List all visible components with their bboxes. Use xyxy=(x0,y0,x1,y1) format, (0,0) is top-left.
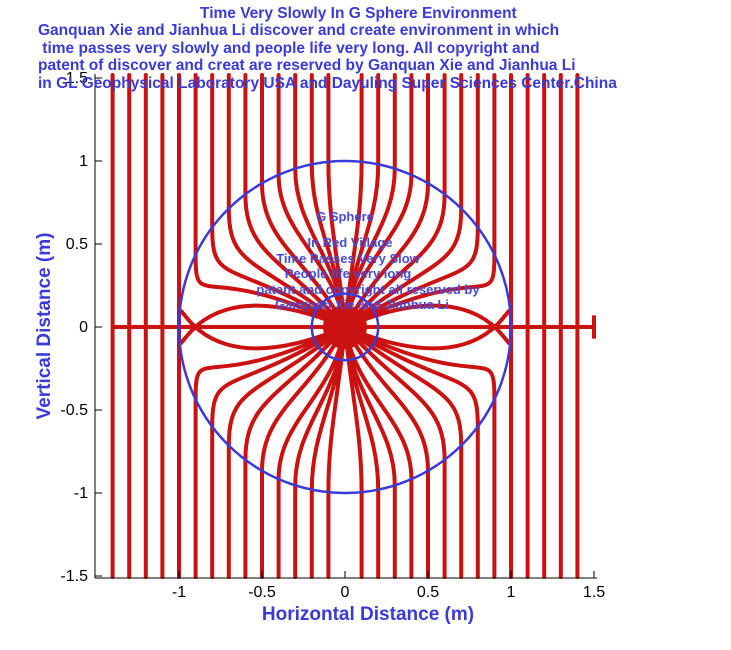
g-sphere-circle xyxy=(177,159,513,495)
red-village-core xyxy=(323,305,367,349)
chart-title: Time Very Slowly In G Sphere Environment xyxy=(200,5,517,22)
sphere-annotation: In Red Village xyxy=(307,235,392,250)
field-line xyxy=(343,73,497,329)
sphere-annotation: People life very long xyxy=(285,266,411,281)
y-tick-label: 1.5 xyxy=(66,70,88,87)
plot-area: -1 -0.5 0 0.5 1 1.5 -1.5 -1 -0.5 0 0.5 1 1.5 G Spher… xyxy=(60,70,605,601)
field-line xyxy=(210,73,347,329)
field-line xyxy=(343,73,414,329)
header-line-2: Ganquan Xie and Jianhua Li discover and … xyxy=(38,22,560,39)
x-axis-title: Horizontal Distance (m) xyxy=(262,604,474,625)
y-tick-label: 1 xyxy=(79,153,88,170)
field-line xyxy=(276,73,347,329)
field-line xyxy=(343,325,464,579)
field-line xyxy=(343,325,397,579)
x-tick-label: 0.5 xyxy=(417,584,439,601)
y-tick-label: 0 xyxy=(79,319,88,336)
y-tick-label: -1 xyxy=(74,485,88,502)
field-line xyxy=(226,73,347,329)
field-line xyxy=(326,325,347,579)
field-line xyxy=(343,73,397,329)
x-tick-label: -1 xyxy=(172,584,186,601)
sphere-annotation: Ganquan Xie and Jianhua Li xyxy=(275,297,449,312)
field-line xyxy=(193,73,347,329)
field-line xyxy=(276,325,347,579)
x-tick-label: 1.5 xyxy=(583,584,605,601)
y-axis-title: Vertical Distance (m) xyxy=(34,233,55,420)
field-line xyxy=(343,73,464,329)
x-tick-label: 0 xyxy=(341,584,350,601)
field-line xyxy=(226,325,347,579)
x-tick-label: -0.5 xyxy=(248,584,276,601)
sphere-circles xyxy=(177,159,513,495)
field-line xyxy=(343,325,414,579)
x-tick-label: 1 xyxy=(507,584,516,601)
field-line xyxy=(210,325,347,579)
field-line xyxy=(343,73,430,329)
y-tick-label: 0.5 xyxy=(66,236,88,253)
field-line xyxy=(260,325,347,579)
field-line xyxy=(343,325,430,579)
header-line-3: time passes very slowly and people life … xyxy=(38,40,540,57)
y-tick-label: -0.5 xyxy=(60,402,88,419)
inner-sphere-circle xyxy=(310,292,380,362)
field-line xyxy=(343,73,480,329)
field-line xyxy=(343,325,497,579)
chart-header: Time Very Slowly In G Sphere Environment… xyxy=(0,0,731,100)
field-line xyxy=(260,73,347,329)
sphere-annotation: Time Passes Very Slow xyxy=(276,251,420,266)
field-line xyxy=(193,325,347,579)
field-line xyxy=(326,73,347,329)
y-tick-label: -1.5 xyxy=(60,568,88,585)
header-line-5: in GL Geophysical Laboratory USA and Day… xyxy=(38,75,617,92)
header-line-4: patent of discover and creat are reserve… xyxy=(38,57,576,74)
ticks: -1 -0.5 0 0.5 1 1.5 -1.5 -1 -0.5 0 0.5 1 1.5 xyxy=(60,70,605,601)
sphere-annotation: patent and copyright all reserved by xyxy=(256,282,480,297)
sphere-annotation: G Sphere xyxy=(316,209,374,224)
field-line xyxy=(343,325,480,579)
